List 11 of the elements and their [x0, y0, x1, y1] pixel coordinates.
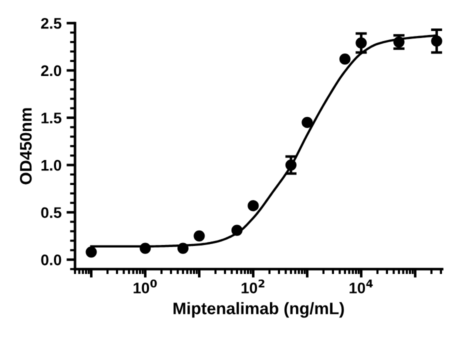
- x-axis-title: Miptenalimab (ng/mL): [174, 302, 344, 318]
- y-tick-label: 2.5: [41, 18, 62, 29]
- y-tick-label: 1.0: [42, 160, 62, 171]
- y-tick-label: 2.0: [41, 65, 62, 76]
- x-tick-label: 10$^{4}$: [350, 280, 373, 294]
- x-tick-label: 10$^{0}$: [134, 279, 157, 294]
- x-tick-label: 10$^{2}$: [242, 279, 264, 294]
- y-axis-title: OD450nm: [20, 108, 32, 184]
- y-tick-label: 1.5: [42, 112, 62, 124]
- y-tick-label: 0.0: [41, 254, 62, 266]
- y-tick-label: 0.5: [41, 207, 62, 218]
